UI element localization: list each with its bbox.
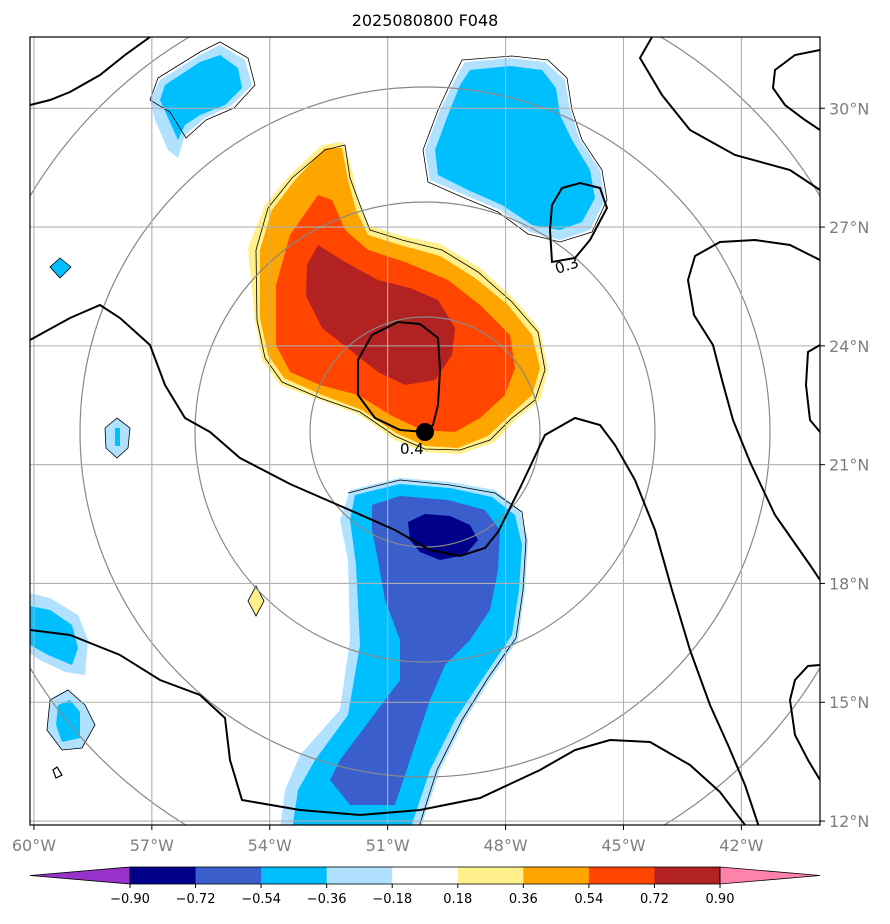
range-ring-3 [79, 86, 771, 778]
patch-southwest-a-core [30, 606, 78, 665]
positive-anomaly-region [248, 142, 548, 454]
colorbar-tick-label: 0.18 [443, 892, 472, 907]
fill-0.72-0.90 [306, 245, 455, 385]
y-tick-label: 21°N [829, 456, 869, 475]
negative-anomaly-region-south [280, 478, 528, 825]
contour-northeast-corner [771, 49, 820, 131]
contour-south-band [30, 629, 746, 825]
contour-northeast [638, 37, 820, 191]
y-axis: 12°N 15°N 18°N 21°N 24°N 27°N 30°N [820, 99, 869, 831]
colorbar-segment [261, 867, 328, 884]
y-tick-label: 30°N [829, 99, 869, 118]
x-tick-label: 57°W [130, 836, 174, 855]
black-contour-lines [30, 37, 820, 825]
storm-center-marker [416, 423, 434, 441]
colorbar-segment [195, 867, 262, 884]
contour-0.3-loop [548, 181, 609, 264]
patch-west-lens-core [115, 428, 120, 446]
x-tick-label: 42°W [719, 836, 763, 855]
range-ring-2 [194, 201, 656, 663]
contour-0.4-loop [357, 320, 442, 434]
contour-east-small [804, 344, 820, 433]
colorbar-segment [457, 867, 524, 884]
colorbar-tick-label: 0.72 [640, 892, 669, 907]
y-tick-label: 18°N [829, 574, 869, 593]
colorbar-segment [654, 867, 721, 884]
plot-frame [29, 36, 821, 826]
y-tick-label: 24°N [829, 337, 869, 356]
colorbar-segment [588, 867, 655, 884]
fill-nw-0.36 [160, 55, 242, 140]
patch-west-diamond [49, 257, 72, 279]
contour-southeast [788, 664, 820, 781]
x-tick-label: 51°W [366, 836, 410, 855]
colorbar-extend-high [719, 866, 821, 885]
colorbar-tick-label: 0.90 [706, 892, 735, 907]
colorbar-segment [326, 867, 393, 884]
colorbar-segment [392, 867, 459, 884]
y-tick-label: 27°N [829, 218, 869, 237]
colorbar: −0.90 −0.72 −0.54 −0.36 −0.18 0.18 0.36 0.54 0.7… [29, 866, 821, 907]
contour-northwest [30, 37, 151, 106]
colorbar-tick-label: −0.54 [241, 892, 281, 907]
x-axis: 60°W 57°W 54°W 51°W 48°W 45°W 42°W [12, 825, 764, 855]
y-tick-label: 15°N [829, 693, 869, 712]
x-tick-label: 45°W [601, 836, 645, 855]
colorbar-tick-label: 0.54 [574, 892, 603, 907]
negative-anomaly-region-northeast [422, 55, 608, 243]
contour-mid-band [30, 303, 760, 825]
fill-ne-0.36 [435, 66, 595, 230]
negative-anomaly-region-northwest [149, 41, 256, 158]
gridlines [30, 37, 820, 825]
contour-east-band [686, 238, 820, 581]
colorbar-segment [523, 867, 590, 884]
chart-title: 2025080800 F048 [352, 11, 499, 30]
patch-southwest-b-core [56, 700, 80, 742]
patch-yellow-diamond [247, 585, 265, 617]
fill-neg-0.54 [330, 496, 500, 805]
zero-contour-positive [255, 144, 546, 451]
colorbar-extend-low [29, 866, 131, 885]
colorbar-tick-label: −0.90 [110, 892, 150, 907]
y-tick-label: 12°N [829, 812, 869, 831]
colorbar-frame [129, 866, 721, 885]
zero-contour-negative-ne [422, 55, 608, 243]
minor-anomaly-patches [30, 257, 265, 779]
colorbar-tick-label: −0.36 [307, 892, 347, 907]
x-tick-label: 60°W [12, 836, 56, 855]
contour-label-0.4: 0.4 [400, 440, 424, 458]
patch-tiny-contour [52, 766, 63, 779]
plot-area: 0.4 0.3 [30, 37, 820, 825]
zero-contour-negative-south [347, 479, 527, 825]
colorbar-tick-label: 0.36 [509, 892, 538, 907]
x-tick-label: 54°W [248, 836, 292, 855]
colorbar-tick-label: −0.18 [372, 892, 412, 907]
colorbar-tick-label: −0.72 [176, 892, 216, 907]
x-tick-label: 48°W [483, 836, 527, 855]
colorbar-segment [130, 867, 197, 884]
